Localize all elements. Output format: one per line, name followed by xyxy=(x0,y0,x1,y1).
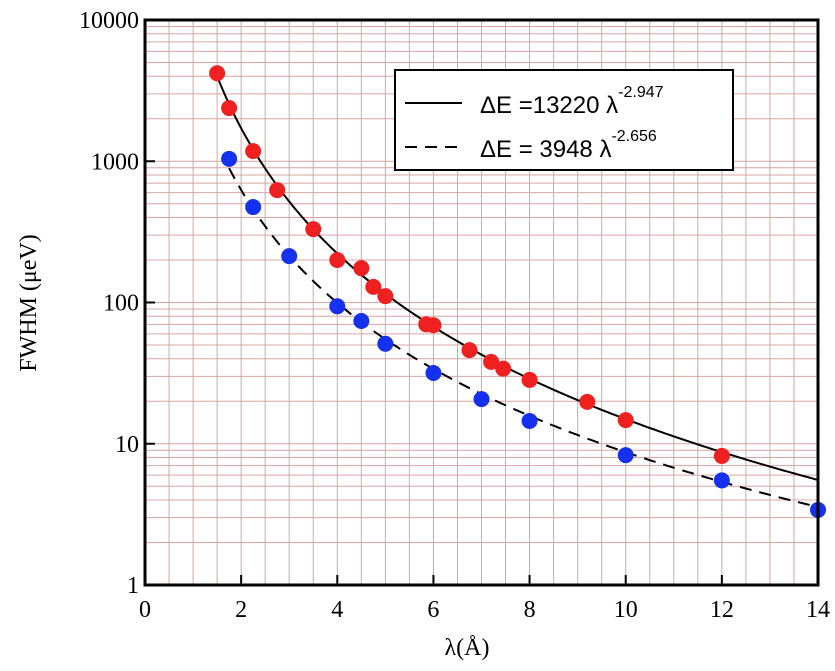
data-point xyxy=(353,312,370,329)
data-point xyxy=(377,335,394,352)
x-tick-label: 0 xyxy=(139,597,151,623)
legend-exponent: -2.656 xyxy=(611,128,656,145)
x-tick-label: 10 xyxy=(614,597,638,623)
x-tick-label: 8 xyxy=(524,597,536,623)
data-point xyxy=(521,412,538,429)
y-tick-label: 1000 xyxy=(91,149,139,175)
data-point xyxy=(425,364,442,381)
data-point xyxy=(377,288,394,305)
data-point xyxy=(305,221,322,238)
data-point xyxy=(221,100,238,117)
data-point xyxy=(269,182,286,199)
data-point xyxy=(617,412,634,429)
data-point xyxy=(713,447,730,464)
data-point xyxy=(483,353,500,370)
plot-frame xyxy=(143,18,820,587)
y-tick-label: 10 xyxy=(115,432,139,458)
x-tick-label: 6 xyxy=(427,597,439,623)
legend-label: ΔE =13220 λ-2.947 xyxy=(480,84,664,119)
x-tick-label: 4 xyxy=(331,597,343,623)
data-point xyxy=(245,199,262,216)
data-point xyxy=(245,143,262,160)
x-tick-label: 14 xyxy=(806,597,830,623)
data-point xyxy=(617,447,634,464)
legend-label: ΔE = 3948 λ-2.656 xyxy=(480,128,657,163)
data-point xyxy=(713,472,730,489)
y-tick-label: 10000 xyxy=(79,8,139,34)
data-point xyxy=(221,150,238,167)
data-point xyxy=(329,298,346,315)
data-point xyxy=(353,260,370,277)
data-point xyxy=(521,371,538,388)
data-point xyxy=(365,278,382,295)
x-tick-label: 12 xyxy=(710,597,734,623)
y-axis-label: FWHM (μeV) xyxy=(16,234,42,372)
legend-text: ΔE =13220 λ xyxy=(480,92,618,119)
legend-box xyxy=(394,69,734,171)
y-tick-label: 100 xyxy=(103,291,139,317)
x-tick-label: 2 xyxy=(235,597,247,623)
y-tick-label: 1 xyxy=(127,573,139,599)
data-point xyxy=(473,391,490,408)
legend-exponent: -2.947 xyxy=(618,84,663,101)
data-point xyxy=(495,360,512,377)
data-point xyxy=(461,342,478,359)
fit-curve xyxy=(228,167,819,508)
x-axis-label: λ(Å) xyxy=(445,635,490,661)
data-point xyxy=(329,251,346,268)
data-point xyxy=(209,65,226,82)
data-point xyxy=(579,393,596,410)
data-point xyxy=(425,317,442,334)
data-point xyxy=(281,248,298,265)
legend-text: ΔE = 3948 λ xyxy=(480,136,611,163)
